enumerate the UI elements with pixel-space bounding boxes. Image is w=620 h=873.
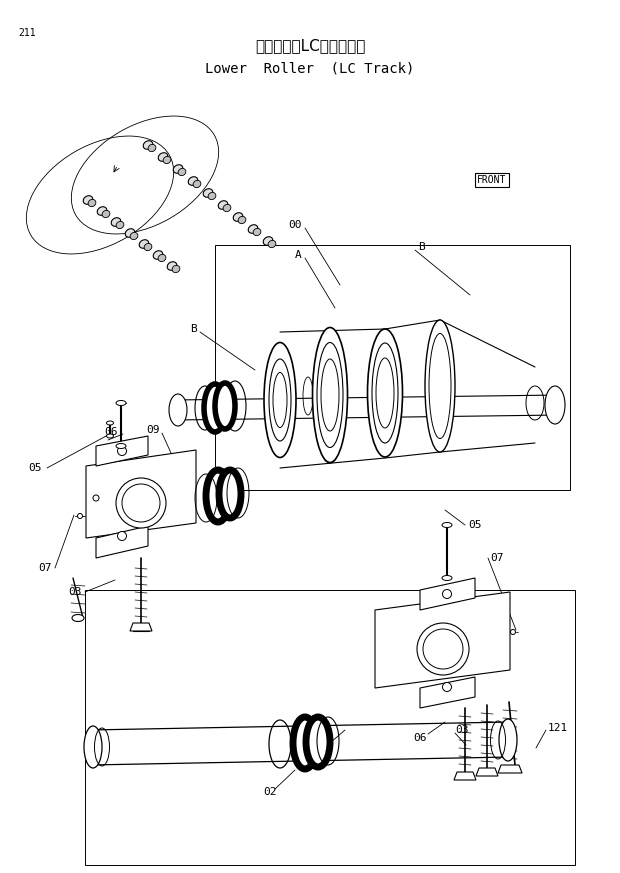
Ellipse shape — [238, 217, 246, 223]
Ellipse shape — [116, 478, 166, 528]
Polygon shape — [86, 450, 196, 538]
Polygon shape — [420, 677, 475, 708]
Ellipse shape — [248, 224, 258, 233]
Ellipse shape — [233, 213, 243, 221]
Ellipse shape — [83, 196, 93, 204]
Ellipse shape — [116, 222, 124, 229]
Ellipse shape — [72, 615, 84, 622]
Ellipse shape — [193, 181, 201, 188]
Ellipse shape — [144, 244, 152, 251]
Polygon shape — [96, 526, 148, 558]
Ellipse shape — [208, 192, 216, 200]
Ellipse shape — [107, 434, 113, 438]
Text: 09: 09 — [318, 743, 332, 753]
Ellipse shape — [153, 251, 163, 259]
Ellipse shape — [116, 443, 126, 449]
Text: 00: 00 — [288, 220, 302, 230]
Ellipse shape — [93, 495, 99, 501]
Ellipse shape — [148, 144, 156, 152]
Ellipse shape — [111, 217, 121, 226]
Ellipse shape — [306, 717, 330, 767]
Ellipse shape — [158, 254, 166, 262]
Ellipse shape — [312, 327, 347, 463]
Ellipse shape — [442, 575, 452, 581]
Ellipse shape — [140, 240, 149, 248]
Text: 06: 06 — [105, 427, 118, 437]
Ellipse shape — [204, 384, 226, 432]
Ellipse shape — [219, 470, 241, 518]
Polygon shape — [96, 436, 148, 466]
Text: FRONT: FRONT — [477, 175, 507, 185]
Ellipse shape — [158, 153, 168, 162]
Ellipse shape — [163, 156, 171, 163]
Ellipse shape — [78, 513, 82, 519]
Text: B: B — [190, 324, 197, 334]
Text: 03: 03 — [68, 587, 82, 597]
Text: 05: 05 — [29, 463, 42, 473]
Ellipse shape — [118, 446, 126, 456]
Ellipse shape — [215, 383, 235, 429]
Ellipse shape — [443, 589, 451, 599]
Ellipse shape — [268, 240, 276, 248]
Text: 02: 02 — [264, 787, 277, 797]
Polygon shape — [420, 578, 475, 610]
Ellipse shape — [368, 329, 402, 457]
Ellipse shape — [425, 320, 455, 452]
Ellipse shape — [443, 683, 451, 691]
Ellipse shape — [172, 265, 180, 272]
Ellipse shape — [218, 201, 228, 210]
Polygon shape — [375, 592, 510, 688]
Ellipse shape — [173, 165, 183, 173]
Text: 03: 03 — [455, 725, 469, 735]
Ellipse shape — [167, 262, 177, 271]
Ellipse shape — [442, 523, 452, 527]
Polygon shape — [498, 765, 522, 773]
Ellipse shape — [203, 189, 213, 197]
Ellipse shape — [88, 199, 96, 207]
Ellipse shape — [116, 401, 126, 405]
Ellipse shape — [510, 629, 515, 635]
Ellipse shape — [417, 623, 469, 675]
Ellipse shape — [264, 237, 273, 245]
Polygon shape — [454, 772, 476, 780]
Ellipse shape — [293, 717, 317, 769]
Ellipse shape — [130, 232, 138, 239]
Ellipse shape — [84, 726, 102, 768]
Ellipse shape — [178, 168, 186, 175]
Ellipse shape — [499, 719, 517, 761]
Ellipse shape — [253, 229, 261, 236]
Ellipse shape — [169, 394, 187, 426]
Ellipse shape — [188, 176, 198, 185]
Text: 下ローラ（LCトラック）: 下ローラ（LCトラック） — [255, 38, 365, 53]
Text: A: A — [295, 250, 302, 260]
Ellipse shape — [206, 470, 230, 522]
Ellipse shape — [545, 386, 565, 424]
Ellipse shape — [102, 210, 110, 217]
Text: B: B — [418, 242, 425, 252]
Polygon shape — [130, 623, 152, 631]
Ellipse shape — [223, 204, 231, 211]
Text: 09: 09 — [146, 425, 160, 435]
Ellipse shape — [264, 342, 296, 457]
Ellipse shape — [125, 229, 135, 237]
Text: 07: 07 — [38, 563, 52, 573]
Text: 06: 06 — [414, 733, 427, 743]
Text: 211: 211 — [18, 28, 35, 38]
Text: Lower  Roller  (LC Track): Lower Roller (LC Track) — [205, 62, 415, 76]
Ellipse shape — [107, 421, 113, 425]
Text: 121: 121 — [548, 723, 569, 733]
Text: 07: 07 — [490, 553, 503, 563]
Ellipse shape — [97, 207, 107, 216]
Ellipse shape — [118, 532, 126, 540]
Ellipse shape — [143, 141, 153, 149]
Text: 05: 05 — [468, 520, 482, 530]
Polygon shape — [476, 768, 498, 776]
